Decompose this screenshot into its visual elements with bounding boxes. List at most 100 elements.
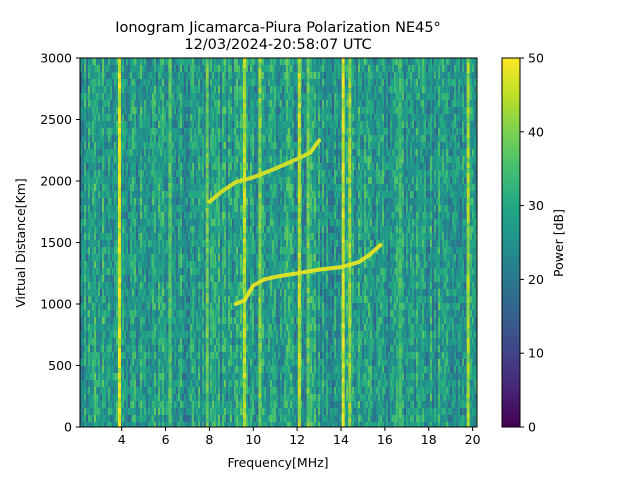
heatmap-cell xyxy=(158,142,160,149)
heatmap-cell xyxy=(80,275,82,282)
heatmap-cell xyxy=(148,79,150,86)
heatmap-cell xyxy=(252,422,254,427)
heatmap-cell xyxy=(210,275,212,282)
heatmap-cell xyxy=(212,100,214,107)
heatmap-cell xyxy=(128,135,130,142)
heatmap-cell xyxy=(234,268,236,275)
heatmap-cell xyxy=(158,415,160,422)
heatmap-cell xyxy=(90,226,92,233)
heatmap-cell xyxy=(166,373,168,380)
heatmap-cell xyxy=(234,289,236,296)
heatmap-cell xyxy=(158,128,160,135)
heatmap-cell xyxy=(180,380,182,387)
heatmap-cell xyxy=(84,240,86,247)
heatmap-cell xyxy=(130,86,132,93)
heatmap-cell xyxy=(100,100,102,107)
heatmap-cell xyxy=(242,331,244,338)
heatmap-cell xyxy=(264,135,266,142)
heatmap-cell xyxy=(232,156,234,163)
heatmap-cell xyxy=(122,289,124,296)
heatmap-cell xyxy=(130,422,132,427)
heatmap-cell xyxy=(200,359,202,366)
heatmap-cell xyxy=(246,387,248,394)
heatmap-cell xyxy=(106,359,108,366)
heatmap-cell xyxy=(172,338,174,345)
heatmap-cell xyxy=(130,93,132,100)
heatmap-cell xyxy=(90,408,92,415)
heatmap-cell xyxy=(250,149,252,156)
heatmap-cell xyxy=(256,310,258,317)
heatmap-cell xyxy=(204,198,206,205)
heatmap-cell xyxy=(176,394,178,401)
heatmap-cell xyxy=(256,296,258,303)
heatmap-cell xyxy=(124,359,126,366)
heatmap-cell xyxy=(164,219,166,226)
heatmap-cell xyxy=(202,212,204,219)
heatmap-cell xyxy=(152,303,154,310)
heatmap-cell xyxy=(234,254,236,261)
heatmap-cell xyxy=(262,310,264,317)
heatmap-cell xyxy=(136,93,138,100)
heatmap-cell xyxy=(86,212,88,219)
heatmap-cell xyxy=(140,387,142,394)
heatmap-cell xyxy=(122,72,124,79)
heatmap-cell xyxy=(212,233,214,240)
heatmap-cell xyxy=(220,198,222,205)
heatmap-cell xyxy=(224,366,226,373)
heatmap-cell xyxy=(92,72,94,79)
heatmap-cell xyxy=(184,114,186,121)
heatmap-cell xyxy=(208,373,210,380)
heatmap-cell xyxy=(98,114,100,121)
heatmap-cell xyxy=(190,205,192,212)
heatmap-cell xyxy=(268,114,270,121)
heatmap-cell xyxy=(156,331,158,338)
heatmap-cell xyxy=(210,128,212,135)
heatmap-cell xyxy=(136,352,138,359)
heatmap-cell xyxy=(200,226,202,233)
heatmap-cell xyxy=(242,170,244,177)
heatmap-cell xyxy=(218,170,220,177)
heatmap-cell xyxy=(204,345,206,352)
heatmap-cell xyxy=(162,156,164,163)
heatmap-cell xyxy=(230,205,232,212)
heatmap-cell xyxy=(230,303,232,310)
heatmap-cell xyxy=(178,366,180,373)
heatmap-cell xyxy=(146,261,148,268)
heatmap-cell xyxy=(252,184,254,191)
heatmap-cell xyxy=(150,303,152,310)
heatmap-cell xyxy=(226,114,228,121)
heatmap-cell xyxy=(164,226,166,233)
heatmap-cell xyxy=(256,163,258,170)
heatmap-cell xyxy=(210,135,212,142)
heatmap-cell xyxy=(120,58,122,65)
heatmap-cell xyxy=(218,373,220,380)
heatmap-cell xyxy=(108,317,110,324)
heatmap-cell xyxy=(160,135,162,142)
heatmap-cell xyxy=(246,205,248,212)
heatmap-cell xyxy=(130,114,132,121)
heatmap-cell xyxy=(174,338,176,345)
heatmap-cell xyxy=(200,338,202,345)
heatmap-cell xyxy=(202,387,204,394)
heatmap-cell xyxy=(230,128,232,135)
heatmap-cell xyxy=(106,121,108,128)
heatmap-cell xyxy=(152,408,154,415)
heatmap-cell xyxy=(100,86,102,93)
heatmap-cell xyxy=(90,212,92,219)
heatmap-cell xyxy=(156,310,158,317)
heatmap-cell xyxy=(222,331,224,338)
heatmap-cell xyxy=(130,345,132,352)
heatmap-cell xyxy=(222,128,224,135)
heatmap-cell xyxy=(112,65,114,72)
heatmap-cell xyxy=(232,135,234,142)
heatmap-cell xyxy=(160,317,162,324)
heatmap-cell xyxy=(246,170,248,177)
heatmap-cell xyxy=(86,72,88,79)
heatmap-cell xyxy=(126,261,128,268)
heatmap-cell xyxy=(236,233,238,240)
heatmap-cell xyxy=(234,310,236,317)
heatmap-cell xyxy=(180,359,182,366)
heatmap-cell xyxy=(112,415,114,422)
heatmap-cell xyxy=(138,79,140,86)
heatmap-cell xyxy=(98,128,100,135)
